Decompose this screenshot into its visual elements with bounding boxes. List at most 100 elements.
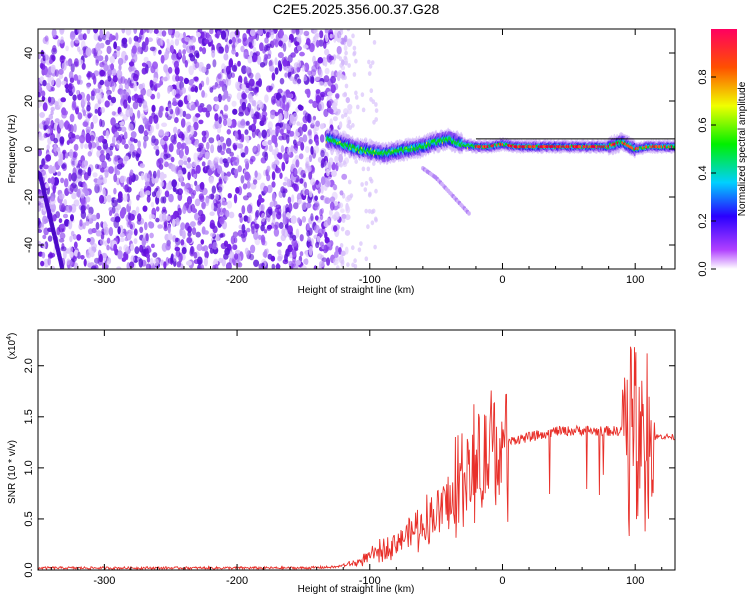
noise-speck bbox=[198, 119, 204, 125]
colorbar-tick-label: 0.4 bbox=[697, 165, 709, 180]
noise-speck bbox=[77, 59, 84, 66]
noise-speck bbox=[191, 45, 196, 51]
noise-speck bbox=[361, 166, 366, 172]
noise-speck bbox=[225, 262, 232, 269]
noise-speck bbox=[278, 40, 283, 47]
noise-speck bbox=[291, 249, 297, 258]
noise-speck bbox=[135, 206, 140, 214]
noise-speck bbox=[249, 253, 255, 261]
noise-speck bbox=[260, 117, 267, 126]
noise-speck bbox=[106, 260, 110, 266]
noise-speck bbox=[337, 30, 342, 40]
noise-speck bbox=[90, 250, 95, 258]
noise-speck bbox=[343, 75, 347, 80]
noise-speck bbox=[315, 39, 320, 48]
noise-speck bbox=[117, 250, 123, 260]
noise-speck bbox=[225, 147, 232, 154]
noise-speck bbox=[269, 65, 275, 72]
noise-speck bbox=[39, 112, 45, 118]
noise-speck bbox=[153, 258, 160, 266]
noise-speck bbox=[295, 259, 301, 266]
noise-speck bbox=[352, 45, 357, 51]
noise-speck bbox=[106, 31, 110, 39]
noise-speck bbox=[303, 44, 309, 49]
noise-speck bbox=[182, 205, 187, 215]
noise-speck bbox=[100, 107, 105, 114]
noise-speck bbox=[113, 187, 117, 195]
noise-speck bbox=[297, 59, 301, 69]
snr-y-multiplier-close: ) bbox=[7, 333, 18, 336]
noise-speck bbox=[156, 158, 162, 168]
noise-speck bbox=[67, 123, 72, 132]
noise-speck bbox=[280, 234, 286, 242]
noise-speck bbox=[85, 47, 92, 57]
noise-speck bbox=[317, 187, 321, 194]
noise-speck bbox=[134, 246, 140, 255]
noise-speck bbox=[260, 224, 265, 232]
noise-speck bbox=[367, 71, 372, 76]
noise-speck bbox=[368, 63, 373, 69]
noise-speck bbox=[325, 179, 331, 188]
noise-speck bbox=[314, 195, 318, 201]
noise-speck bbox=[301, 201, 308, 211]
noise-speck bbox=[234, 253, 239, 260]
noise-speck bbox=[171, 214, 176, 221]
noise-speck bbox=[76, 90, 80, 95]
noise-speck bbox=[152, 61, 158, 70]
noise-speck bbox=[312, 100, 318, 109]
noise-speck bbox=[140, 172, 145, 181]
noise-speck bbox=[145, 36, 149, 46]
noise-speck bbox=[54, 118, 60, 124]
noise-speck bbox=[297, 78, 302, 84]
noise-speck bbox=[69, 113, 75, 123]
noise-speck bbox=[209, 247, 214, 254]
noise-speck bbox=[83, 258, 87, 267]
noise-speck bbox=[95, 221, 100, 230]
noise-speck bbox=[293, 202, 299, 210]
noise-speck bbox=[242, 195, 249, 201]
noise-speck bbox=[214, 33, 219, 38]
noise-speck bbox=[47, 257, 51, 266]
noise-speck bbox=[72, 94, 77, 101]
noise-speck bbox=[77, 159, 83, 166]
noise-speck bbox=[109, 55, 116, 64]
noise-speck bbox=[268, 127, 273, 135]
noise-speck bbox=[76, 234, 82, 241]
noise-speck bbox=[41, 120, 47, 125]
noise-speck bbox=[245, 87, 250, 94]
noise-speck bbox=[71, 192, 77, 200]
noise-speck bbox=[327, 161, 331, 169]
noise-speck bbox=[241, 65, 247, 75]
noise-speck bbox=[173, 126, 178, 134]
noise-speck bbox=[281, 161, 286, 172]
noise-speck bbox=[131, 151, 136, 158]
noise-speck bbox=[370, 220, 375, 226]
noise-speck bbox=[148, 29, 154, 34]
noise-speck bbox=[129, 143, 135, 153]
noise-speck bbox=[221, 170, 225, 179]
noise-speck bbox=[323, 75, 330, 83]
noise-speck bbox=[133, 35, 139, 42]
colorbar: 0.00.20.40.60.8 Normalized spectral ampl… bbox=[697, 29, 748, 277]
noise-speck bbox=[116, 140, 121, 149]
noise-speck bbox=[371, 99, 376, 105]
noise-speck bbox=[344, 229, 351, 236]
noise-speck bbox=[201, 130, 207, 137]
noise-speck bbox=[327, 242, 332, 247]
noise-speck bbox=[282, 34, 289, 43]
noise-speck bbox=[54, 101, 59, 107]
noise-speck bbox=[50, 252, 56, 258]
noise-speck bbox=[80, 254, 85, 260]
noise-speck bbox=[347, 119, 352, 125]
noise-speck bbox=[329, 201, 335, 211]
noise-speck bbox=[152, 77, 158, 83]
noise-speck bbox=[277, 88, 283, 94]
noise-speck bbox=[229, 252, 233, 259]
noise-speck bbox=[72, 167, 77, 177]
noise-speck bbox=[210, 144, 215, 154]
noise-speck bbox=[295, 132, 300, 137]
noise-speck bbox=[209, 87, 214, 93]
noise-speck bbox=[38, 53, 41, 60]
noise-speck bbox=[197, 256, 203, 265]
noise-speck bbox=[104, 226, 109, 236]
